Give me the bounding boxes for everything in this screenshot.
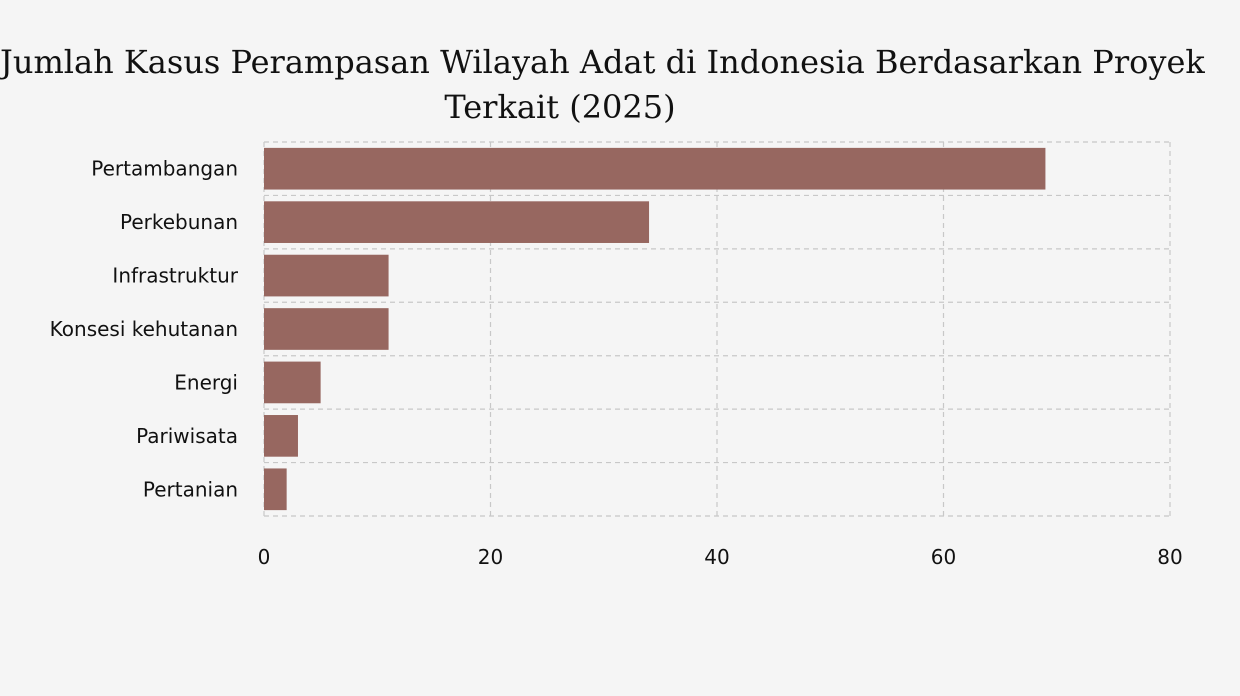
- category-label: Pertambangan: [91, 157, 238, 181]
- category-label: Pariwisata: [136, 424, 238, 448]
- bar-pertambangan: [264, 147, 1046, 190]
- category-label: Energi: [174, 370, 238, 394]
- bar-energi: [264, 361, 321, 404]
- bar-perkebunan: [264, 201, 650, 243]
- category-label: Konsesi kehutanan: [50, 317, 238, 341]
- bar-konsesi-kehutanan: [264, 308, 389, 350]
- chart-title-line-1: Jumlah Kasus Perampasan Wilayah Adat di …: [0, 43, 1205, 81]
- category-label: Infrastruktur: [112, 264, 238, 288]
- x-tick-label: 40: [704, 545, 729, 569]
- x-tick-label: 60: [931, 545, 956, 569]
- bar-infrastruktur: [264, 254, 389, 297]
- category-label: Pertanian: [143, 477, 238, 501]
- x-tick-label: 0: [258, 545, 271, 569]
- chart-title: Jumlah Kasus Perampasan Wilayah Adat di …: [0, 40, 1205, 130]
- chart-title-line-2: Terkait (2025): [444, 88, 676, 126]
- x-tick-label: 20: [478, 545, 503, 569]
- bar-pariwisata: [264, 415, 298, 457]
- x-tick-label: 80: [1157, 545, 1182, 569]
- bar-pertanian: [264, 468, 287, 511]
- category-label: Perkebunan: [120, 210, 238, 234]
